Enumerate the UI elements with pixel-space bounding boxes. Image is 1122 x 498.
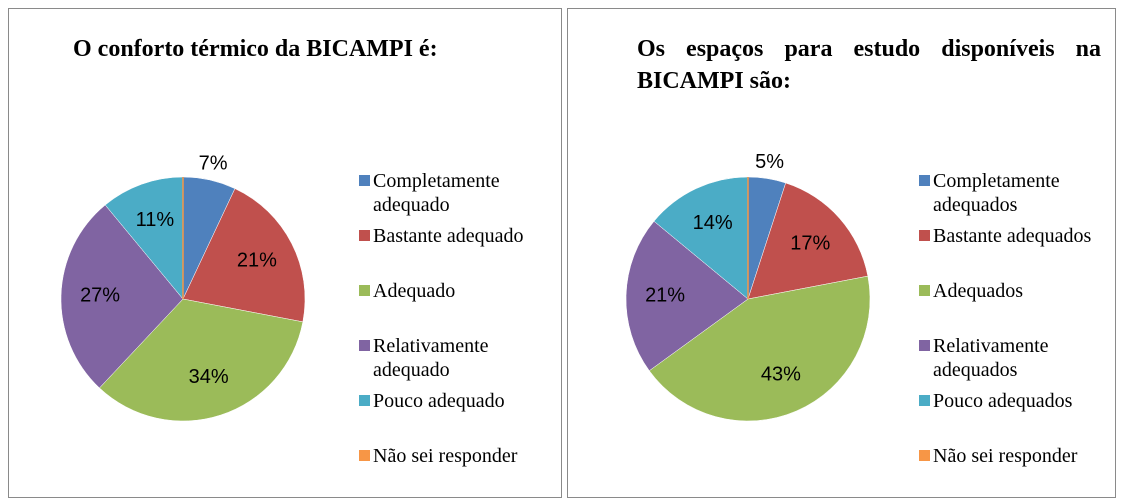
data-label: 34%	[189, 366, 229, 388]
data-label: 21%	[237, 250, 277, 272]
legend-item: Pouco adequados	[919, 389, 1115, 413]
data-label: 5%	[755, 151, 784, 173]
data-label: 11%	[136, 209, 175, 231]
data-label: 27%	[80, 285, 120, 307]
legend-item: Não sei responder	[919, 444, 1115, 468]
pie-chart: 7% 21% 34% 27% 11%	[60, 153, 306, 422]
pie-slice	[182, 188, 306, 323]
legend-label: Adequado	[373, 280, 456, 302]
legend-swatch	[919, 285, 930, 296]
legend-item: Adequado	[359, 279, 561, 303]
pie-chart: 5% 17% 43% 21% 14%	[625, 151, 871, 422]
legend-swatch	[359, 175, 370, 186]
legend-label: Não sei responder	[933, 445, 1078, 467]
legend-swatch	[359, 395, 370, 406]
legend-label: Não sei responder	[373, 445, 518, 467]
legend-item: Não sei responder	[359, 444, 561, 468]
legend-label: Completamente adequado	[373, 170, 500, 216]
legend-item: Bastante adequados	[919, 224, 1115, 248]
data-label: 7%	[199, 153, 228, 175]
legend-item: Relativamente adequados	[919, 334, 1115, 382]
chart-title: Os espaços para estudo disponíveis na BI…	[637, 36, 1101, 94]
pie-slice	[747, 182, 869, 300]
legend-label: Bastante adequado	[373, 225, 524, 247]
legend-item: Adequados	[919, 279, 1115, 303]
legend-label: Relativamente adequado	[373, 335, 489, 381]
data-label: 43%	[761, 363, 801, 385]
legend-swatch	[359, 450, 370, 461]
data-label: 21%	[645, 285, 685, 307]
legend-swatch	[919, 395, 930, 406]
legend-item: Pouco adequado	[359, 389, 561, 413]
legend-swatch	[359, 340, 370, 351]
legend-swatch	[919, 450, 930, 461]
pie-slice	[99, 298, 304, 422]
legend-label: Pouco adequado	[373, 390, 505, 412]
legend-label: Adequados	[933, 280, 1023, 302]
legend-item: Relativamente adequado	[359, 334, 561, 382]
legend-swatch	[919, 230, 930, 241]
chart-panel: O conforto térmico da BICAMPI é: 7% 21% 34…	[8, 8, 562, 498]
legend-swatch	[359, 285, 370, 296]
legend-label: Pouco adequados	[933, 390, 1073, 412]
legend-label: Completamente adequados	[933, 170, 1060, 216]
pie-slice	[648, 275, 871, 422]
chart-panel: Os espaços para estudo disponíveis na BI…	[567, 8, 1116, 498]
legend-item: Completamente adequados	[919, 169, 1115, 217]
legend-swatch	[359, 230, 370, 241]
pie-slice	[104, 176, 184, 300]
legend-swatch	[919, 175, 930, 186]
pie-slice	[625, 220, 749, 372]
data-label: 17%	[790, 232, 830, 254]
pie-slice	[60, 204, 184, 389]
legend-swatch	[919, 340, 930, 351]
legend-item: Bastante adequado	[359, 224, 561, 248]
chart-title: O conforto térmico da BICAMPI é:	[73, 36, 438, 62]
legend-label: Relativamente adequados	[933, 335, 1049, 381]
legend-item: Completamente adequado	[359, 169, 561, 217]
data-label: 14%	[693, 212, 733, 234]
legend-label: Bastante adequados	[933, 225, 1092, 247]
pie-slice	[653, 176, 749, 300]
